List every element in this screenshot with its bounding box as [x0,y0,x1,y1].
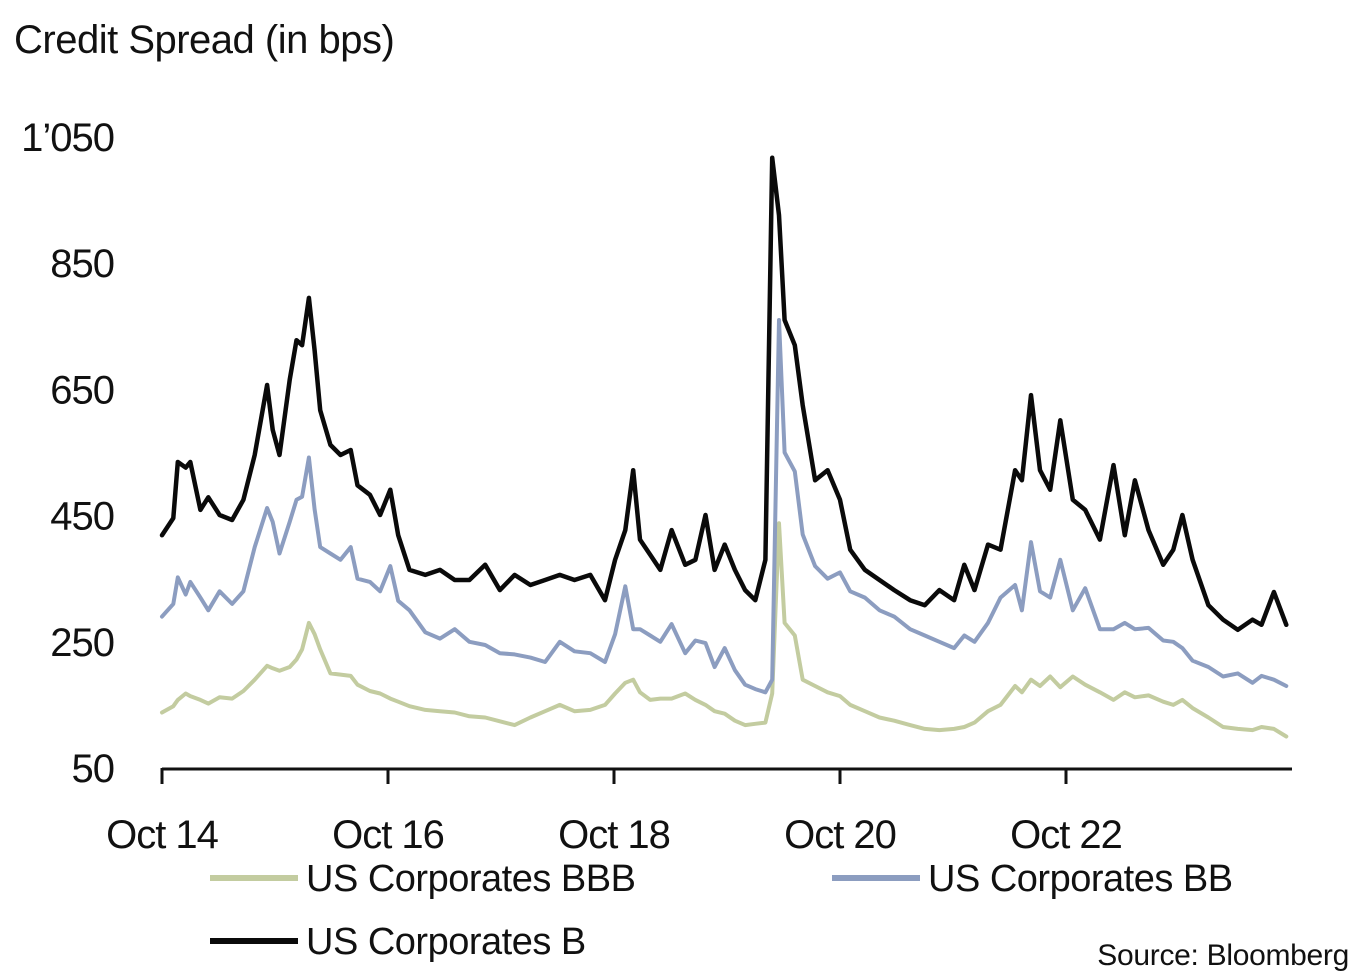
series-layer [159,155,1289,739]
series-line-us-corporates-bbb [160,521,1289,739]
source-note: Source: Bloomberg [1097,939,1349,972]
series-line-us-corporates-bb [160,318,1289,695]
series-line-us-corporates-b [159,155,1289,633]
x-tick-label: Oct 16 [332,813,444,857]
legend-label: US Corporates BBB [306,858,635,900]
legend-label: US Corporates B [306,921,586,963]
y-tick-label: 450 [50,495,114,539]
x-tick-label: Oct 22 [1010,813,1122,857]
legend: US Corporates BBB US Corporates BB US Corp… [210,858,1233,963]
y-tick-label: 850 [50,242,114,286]
y-tick-label: 650 [50,368,114,412]
y-tick-label: 250 [50,621,114,665]
x-tick-label: Oct 20 [784,813,896,857]
x-tick-label: Oct 18 [558,813,670,857]
y-tick-label: 1’050 [21,116,114,160]
y-axis: 50 250 450 650 850 1’050 [21,116,115,791]
x-tick-label: Oct 14 [106,813,219,857]
y-tick-label: 50 [72,747,115,791]
x-axis: Oct 14 Oct 16 Oct 18 Oct 20 Oct 22 [106,767,1292,857]
legend-label: US Corporates BB [928,858,1233,900]
chart-title: Credit Spread (in bps) [14,18,395,62]
